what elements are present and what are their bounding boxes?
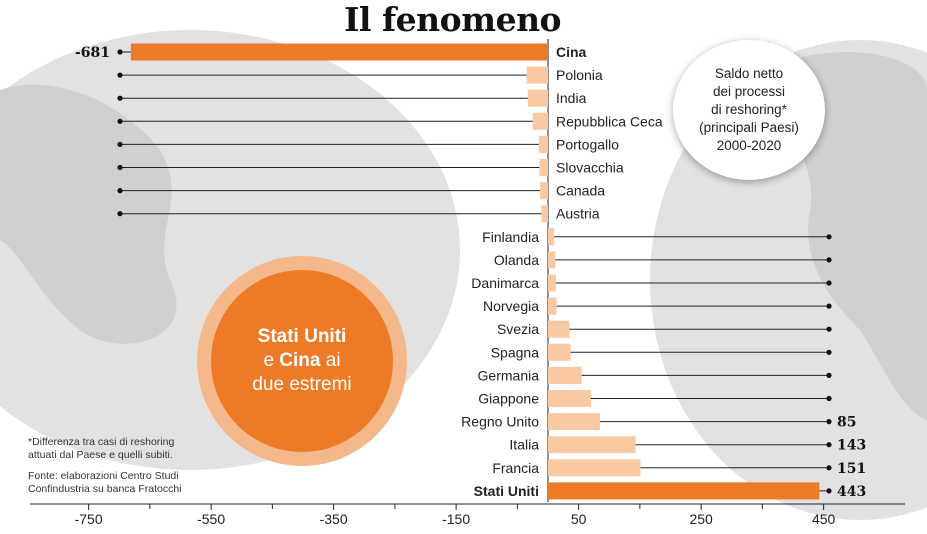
- category-label: Stati Uniti: [474, 483, 539, 499]
- leader-dot: [826, 326, 832, 332]
- bar-spagna: [548, 343, 571, 361]
- bar-repubblica-ceca: [532, 112, 548, 130]
- leader-dot: [826, 234, 832, 240]
- footnote-line: *Differenza tra casi di reshoring: [28, 436, 175, 448]
- chart-title: Il fenomeno: [340, 0, 566, 39]
- category-label: Finlandia: [482, 229, 539, 245]
- category-label: Regno Unito: [461, 414, 539, 430]
- plot-area: Cina -681 Polonia India Repubblica Ceca Porto…: [30, 38, 905, 527]
- leader-dot: [117, 188, 123, 194]
- x-tick-label: -350: [320, 511, 348, 527]
- badge-line-3: due estremi: [252, 374, 352, 395]
- continent-shape-left: [0, 84, 177, 344]
- legend-circle: Saldo netto dei processi di reshoring* (…: [673, 40, 825, 180]
- source-line: Fonte: elaborazioni Centro Studi: [28, 470, 179, 482]
- highlight-badge: Stati Uniti e Cina ai due estremi: [211, 270, 393, 452]
- leader-dot: [117, 164, 123, 171]
- x-tick-label: 50: [571, 511, 587, 527]
- badge-line-2: e Cina ai: [263, 349, 340, 373]
- badge-text: e: [263, 350, 280, 371]
- continent-shape-right: [785, 51, 927, 420]
- bar-india: [527, 89, 548, 107]
- category-label: Austria: [556, 206, 600, 222]
- badge-bold-text: Cina: [279, 350, 321, 371]
- category-label: Norvegia: [483, 298, 539, 314]
- source-line: Confindustria su banca Fratocchi: [28, 483, 182, 495]
- leader-dot: [117, 118, 123, 124]
- legend-line: (principali Paesi): [699, 120, 799, 135]
- source-note: Fonte: elaborazioni Centro Studi Confind…: [28, 470, 182, 496]
- x-tick-label: -750: [75, 511, 103, 527]
- bar-italia: [548, 436, 636, 454]
- footnote-line: attuati dal Paese e quelli subiti.: [28, 449, 173, 461]
- category-label: Francia: [492, 460, 539, 476]
- bar-norvegia: [548, 297, 557, 315]
- value-label: 443: [837, 484, 866, 500]
- x-tick-label: 250: [689, 511, 713, 527]
- category-label: India: [556, 90, 587, 106]
- legend-line: dei processi: [712, 84, 786, 99]
- category-label: Olanda: [494, 252, 539, 268]
- leader-dot: [117, 72, 123, 78]
- leader-dot: [826, 488, 832, 494]
- bar-danimarca: [548, 274, 556, 292]
- leader-dot: [117, 95, 123, 101]
- bar-slovacchia: [539, 159, 548, 176]
- leader-dot: [826, 419, 832, 425]
- x-tick-label: -550: [197, 511, 225, 527]
- x-tick-label: 450: [812, 511, 836, 527]
- value-label: 151: [837, 461, 866, 477]
- leader-dot: [826, 442, 832, 448]
- footnote: *Differenza tra casi di reshoring attuat…: [28, 436, 174, 462]
- leader-dot: [117, 49, 123, 55]
- category-label: Repubblica Ceca: [556, 113, 663, 129]
- bar-stati-uniti: [548, 482, 820, 500]
- bar-giappone: [548, 390, 591, 407]
- category-label: Polonia: [556, 67, 603, 83]
- category-label: Cina: [556, 44, 587, 60]
- value-label: 143: [837, 438, 866, 454]
- category-label: Danimarca: [471, 275, 539, 291]
- category-label: Italia: [509, 437, 539, 453]
- bar-regno-unito: [548, 413, 601, 431]
- leader-dot: [826, 280, 832, 286]
- category-label: Spagna: [491, 344, 539, 360]
- leader-dot: [117, 211, 123, 217]
- category-label: Canada: [556, 183, 605, 199]
- category-label: Slovacchia: [556, 160, 624, 176]
- category-label: Svezia: [497, 321, 539, 337]
- leader-dot: [117, 141, 123, 147]
- leader-dot: [826, 465, 832, 471]
- bar-polonia: [526, 66, 548, 84]
- bar-svezia: [548, 320, 570, 338]
- badge-bold-text: Stati Uniti: [257, 326, 347, 347]
- x-tick-label: -150: [442, 511, 470, 527]
- category-label: Germania: [478, 367, 540, 383]
- bar-finlandia: [548, 228, 555, 246]
- bar-germania: [548, 366, 582, 384]
- leader-dot: [826, 372, 832, 378]
- bar-austria: [541, 205, 548, 223]
- bar-olanda: [548, 251, 556, 269]
- badge-line-1: Stati Uniti: [258, 325, 347, 349]
- category-label: Giappone: [478, 391, 539, 407]
- category-label: Portogallo: [556, 136, 619, 152]
- bar-cina: [130, 43, 548, 61]
- leader-dot: [826, 257, 832, 263]
- value-label: -681: [75, 45, 110, 61]
- legend-line: 2000-2020: [716, 138, 782, 153]
- legend-line: di reshoring*: [711, 102, 787, 117]
- bar-portogallo: [538, 135, 548, 153]
- leader-dot: [826, 349, 832, 355]
- badge-text: ai: [320, 350, 341, 371]
- bar-canada: [540, 182, 548, 200]
- leader-dot: [826, 303, 832, 309]
- value-label: 85: [837, 415, 856, 431]
- legend-line: Saldo netto: [714, 66, 784, 81]
- bar-francia: [548, 459, 641, 477]
- leader-dot: [826, 395, 832, 402]
